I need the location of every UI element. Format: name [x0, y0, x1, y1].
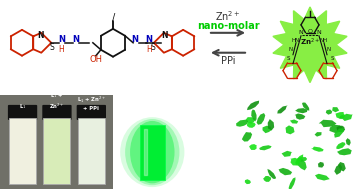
Text: N: N	[132, 35, 139, 44]
Polygon shape	[318, 162, 324, 168]
Polygon shape	[247, 101, 259, 110]
Polygon shape	[267, 169, 276, 179]
Polygon shape	[289, 177, 295, 189]
Text: PPi: PPi	[221, 56, 235, 66]
Polygon shape	[311, 147, 324, 152]
Polygon shape	[295, 113, 305, 120]
Text: N: N	[327, 47, 331, 52]
Polygon shape	[315, 174, 330, 180]
Polygon shape	[290, 119, 298, 124]
Text: HN: HN	[292, 38, 300, 43]
Polygon shape	[315, 132, 321, 137]
Polygon shape	[286, 125, 295, 134]
Polygon shape	[277, 105, 288, 114]
Text: N: N	[146, 35, 153, 44]
Polygon shape	[251, 109, 257, 122]
Text: NH: NH	[320, 38, 328, 43]
Text: N: N	[37, 31, 44, 40]
Polygon shape	[246, 117, 255, 124]
Polygon shape	[281, 151, 292, 157]
Polygon shape	[337, 148, 352, 155]
Polygon shape	[319, 120, 337, 127]
Text: S: S	[286, 56, 290, 61]
Polygon shape	[337, 142, 345, 149]
Polygon shape	[297, 157, 307, 170]
Text: S: S	[150, 43, 155, 52]
Text: L$_1$ + Zn$^{2+}$
+ PPi: L$_1$ + Zn$^{2+}$ + PPi	[77, 94, 106, 111]
Polygon shape	[346, 138, 351, 146]
FancyBboxPatch shape	[8, 105, 37, 120]
Polygon shape	[339, 115, 345, 119]
Text: /: /	[112, 13, 116, 23]
Text: Zn$^{2+}$: Zn$^{2+}$	[215, 9, 241, 23]
Polygon shape	[263, 176, 271, 182]
Text: S: S	[50, 43, 55, 52]
Polygon shape	[236, 120, 248, 127]
Polygon shape	[249, 144, 257, 150]
Text: H: H	[146, 45, 152, 54]
Text: L$_1$ +
Zn$^{2+}$: L$_1$ + Zn$^{2+}$	[155, 104, 169, 124]
Polygon shape	[329, 125, 343, 133]
FancyBboxPatch shape	[9, 118, 36, 184]
FancyBboxPatch shape	[77, 105, 106, 120]
FancyBboxPatch shape	[43, 118, 71, 184]
Polygon shape	[257, 113, 265, 125]
Text: L$_1$: L$_1$	[122, 104, 129, 113]
Text: nano-molar: nano-molar	[197, 21, 259, 31]
Polygon shape	[295, 108, 308, 113]
FancyBboxPatch shape	[140, 125, 165, 180]
Text: L$_1$: L$_1$	[19, 102, 26, 111]
Polygon shape	[279, 168, 292, 175]
Polygon shape	[296, 157, 307, 162]
Polygon shape	[338, 162, 346, 171]
Polygon shape	[259, 145, 272, 150]
Text: N: N	[299, 30, 303, 35]
Text: N: N	[72, 35, 79, 44]
Ellipse shape	[130, 121, 174, 183]
Polygon shape	[334, 128, 344, 138]
Polygon shape	[341, 114, 353, 121]
Polygon shape	[262, 126, 272, 133]
Polygon shape	[326, 109, 332, 115]
Text: L$_1$ +
Zn$^{2+}$: L$_1$ + Zn$^{2+}$	[49, 91, 65, 111]
FancyBboxPatch shape	[42, 105, 72, 120]
Polygon shape	[302, 102, 309, 111]
Text: S: S	[330, 56, 334, 61]
Text: O: O	[308, 29, 313, 34]
FancyBboxPatch shape	[78, 118, 105, 184]
Text: N: N	[289, 47, 293, 52]
Polygon shape	[273, 7, 347, 83]
Polygon shape	[268, 119, 274, 130]
Polygon shape	[247, 122, 256, 128]
Polygon shape	[335, 112, 345, 119]
Polygon shape	[295, 154, 304, 165]
Polygon shape	[337, 126, 345, 132]
Polygon shape	[332, 107, 339, 112]
Text: L$_1$ + Zn$^{2+}$
+ PPi: L$_1$ + Zn$^{2+}$ + PPi	[186, 104, 212, 120]
Ellipse shape	[120, 117, 184, 187]
Polygon shape	[242, 132, 252, 142]
Text: N: N	[316, 30, 321, 35]
Ellipse shape	[125, 119, 179, 185]
Text: N: N	[161, 31, 168, 40]
Text: OH: OH	[90, 55, 102, 64]
Polygon shape	[245, 179, 251, 184]
Text: Zn$^{2+}$: Zn$^{2+}$	[300, 37, 320, 48]
Polygon shape	[334, 164, 342, 175]
Text: N: N	[58, 35, 65, 44]
Text: H: H	[58, 45, 64, 54]
Polygon shape	[290, 158, 300, 166]
